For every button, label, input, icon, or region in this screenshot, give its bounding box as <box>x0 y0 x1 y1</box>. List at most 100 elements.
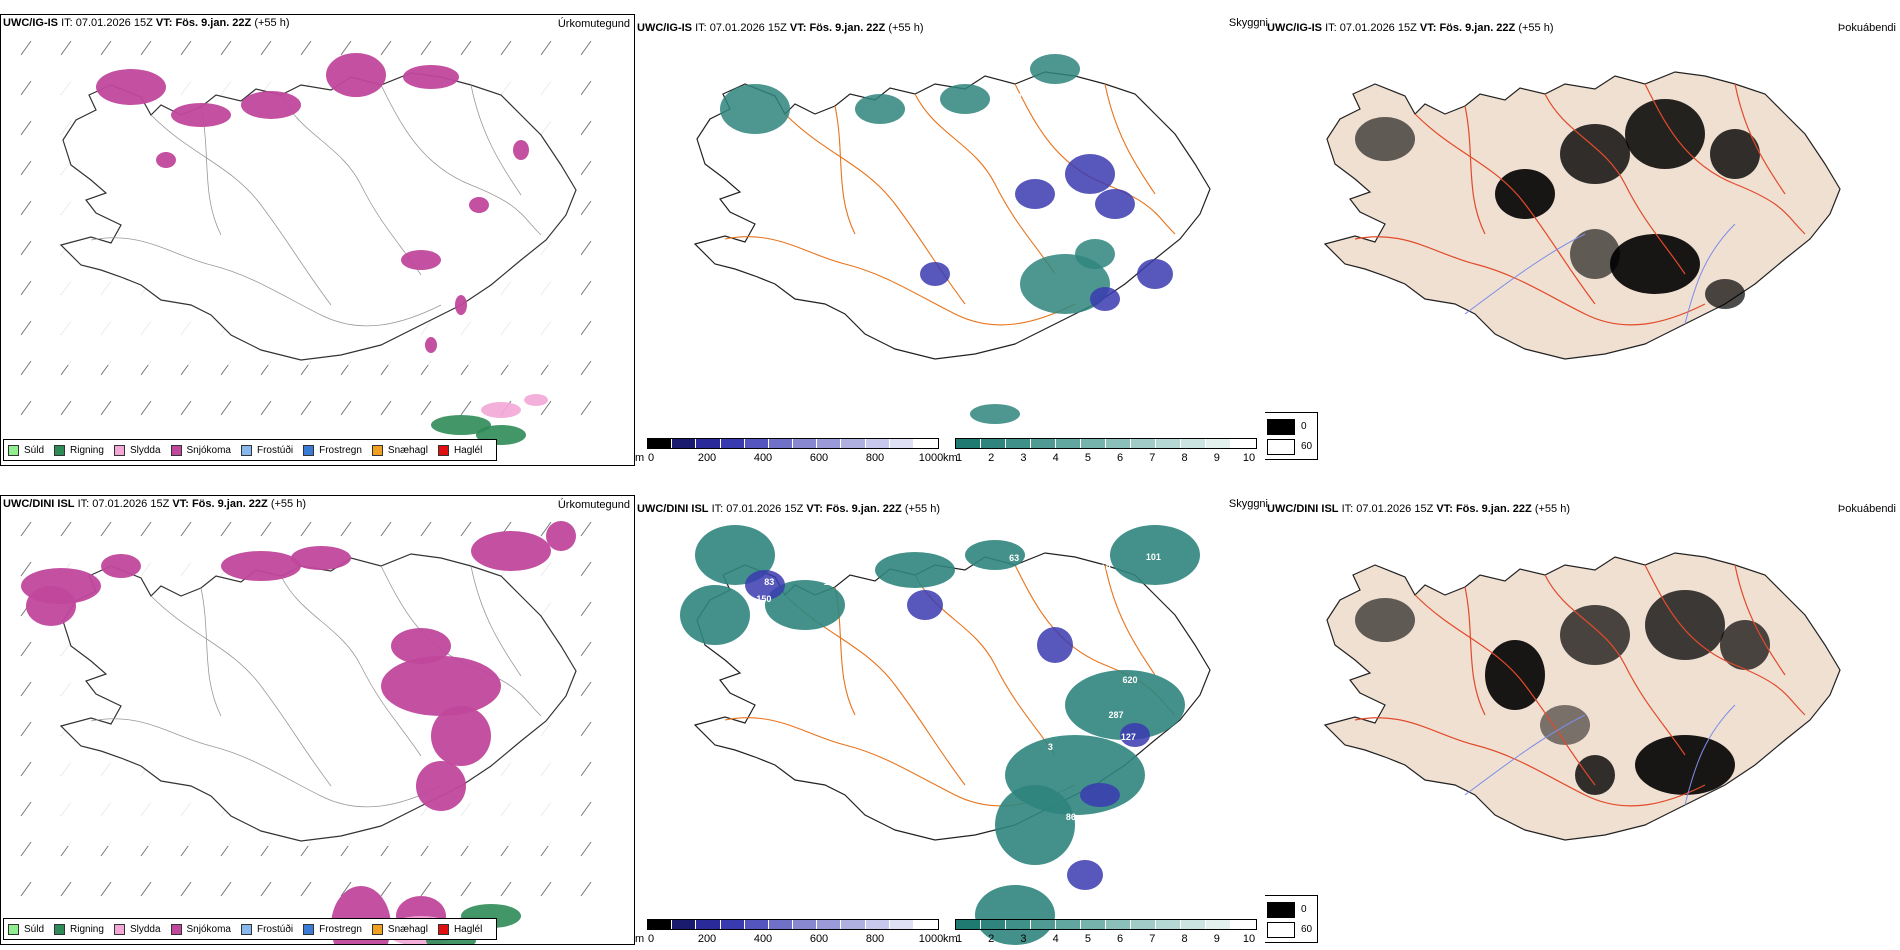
cloud-ceiling-number: 178 <box>770 202 786 213</box>
colorbar-tick: 0 <box>647 933 655 945</box>
wind-barb <box>580 240 592 256</box>
snow-area <box>471 531 551 571</box>
colorbar-strip <box>955 438 1257 449</box>
cloud-ceiling-number: 432 <box>1006 91 1022 102</box>
vt-value: Fös. 9.jan. 22Z <box>191 498 268 510</box>
panel-title-cloud-top: UWC/IG-IS IT: 07.01.2026 15Z VT: Fös. 9.… <box>637 22 924 34</box>
cloud-ceiling-number: 83 <box>764 576 775 587</box>
precip-type-label: Úrkomutegund <box>557 18 630 30</box>
legend-swatch <box>240 923 252 935</box>
colorbar-swatch <box>1231 920 1256 929</box>
cloud-ceiling-number: 163 <box>958 168 974 179</box>
legend-label: Slydda <box>129 923 161 935</box>
colorbar-swatch <box>1056 920 1081 929</box>
legend-label: Frostúði <box>256 923 294 935</box>
fog-index-dark <box>1720 620 1770 670</box>
cloud-ceiling-number: 907 <box>1013 116 1029 127</box>
road-line <box>1354 717 1706 807</box>
lead-time: (+55 h) <box>1518 22 1554 34</box>
colorbar-tick: 2 <box>988 933 995 945</box>
cloud-ceiling-number: 16 <box>764 772 775 783</box>
legend-label: Rigning <box>70 923 104 935</box>
river-line <box>1684 223 1736 325</box>
colorbar-unit: m <box>635 452 645 464</box>
cloud-ceiling-number: 15 <box>979 192 990 203</box>
legend-swatch <box>170 444 182 456</box>
legend-swatch <box>113 444 125 456</box>
lead-time: (+55 h) <box>270 498 306 510</box>
cloud-map-top <box>693 54 1211 424</box>
cloud-ceiling-number: 150 <box>756 593 772 604</box>
model-name: UWC/IG-IS <box>1267 22 1322 34</box>
colorbar-swatch <box>1206 439 1231 448</box>
colorbar-swatch <box>1031 920 1056 929</box>
precip-panel-bottom: UWC/DINI ISL IT: 07.01.2026 15Z VT: Fös.… <box>0 495 635 945</box>
colorbar-tick: 2 <box>988 452 995 464</box>
road-line <box>150 114 332 306</box>
fog-index-dark <box>1575 755 1615 795</box>
fog-legend-low: 60 <box>1301 924 1313 935</box>
colorbar-tick: 200 <box>697 452 717 464</box>
cloud-ceiling-number: 626 <box>1119 816 1135 826</box>
iceland-land <box>1323 71 1841 360</box>
snow-area <box>101 554 141 578</box>
legend-item: Frostregn <box>303 923 362 935</box>
it-value: 07.01.2026 15Z <box>709 22 787 34</box>
colorbar-tick: 0 <box>647 452 655 464</box>
cloud-ceiling-number: 16 <box>1140 125 1151 136</box>
colorbar-swatch <box>981 439 1006 448</box>
lead-time: (+55 h) <box>888 22 924 34</box>
wind-barb <box>300 400 312 416</box>
colorbar-swatch <box>672 920 697 929</box>
cloud-panel-bottom: UWC/DINI ISL IT: 07.01.2026 15Z VT: Fös.… <box>635 495 1270 947</box>
wind-barb <box>20 200 32 216</box>
road-line <box>1464 105 1486 235</box>
legend-item: Snæhagl <box>371 923 428 935</box>
cloud-ceiling-number: 620 <box>1122 674 1138 685</box>
legend-item: Snjókoma <box>170 923 231 935</box>
colorbar-swatch <box>1156 920 1181 929</box>
wind-barb <box>580 40 592 56</box>
low-visibility-area <box>940 84 990 114</box>
low-ceiling-area <box>1037 627 1073 663</box>
colorbar-tick: 200 <box>697 933 717 945</box>
wind-barb <box>100 881 112 897</box>
cloud-ceiling-number: 376 <box>828 565 844 576</box>
low-ceiling-area <box>1080 783 1120 807</box>
fog-panel-bottom: UWC/DINI ISL IT: 07.01.2026 15Z VT: Fös.… <box>1265 495 1900 947</box>
legend-swatch <box>170 923 182 935</box>
wind-barb <box>20 120 32 136</box>
fog-index-dark <box>1540 705 1590 745</box>
colorbar-swatch <box>1131 439 1156 448</box>
cloud-ceiling-number: 86 <box>1065 812 1076 823</box>
legend-label: Slydda <box>129 444 161 456</box>
fog-map-bottom <box>1323 552 1841 841</box>
wind-barb <box>140 400 152 416</box>
road-line <box>1544 574 1686 756</box>
wind-barb <box>180 881 192 897</box>
colorbar-strip <box>647 438 939 449</box>
colorbar-swatch <box>768 920 794 929</box>
colorbar-tick: 600 <box>809 933 829 945</box>
wind-barb <box>260 400 272 416</box>
model-name: UWC/IG-IS <box>3 17 58 29</box>
low-visibility-area <box>765 580 845 630</box>
visibility-colorbar-top: km 1 2 3 4 5 6 7 8 9 10 <box>943 438 1270 466</box>
legend-item: Haglél <box>437 923 482 935</box>
wind-barb <box>420 40 432 56</box>
fog-map-top <box>1323 71 1841 360</box>
colorbar-swatch <box>1106 920 1131 929</box>
wind-barb <box>20 360 32 376</box>
legend-label: Snæhagl <box>387 444 428 456</box>
legend-label: Frostregn <box>319 444 362 456</box>
road-line <box>914 93 1056 275</box>
visibility-colorbar-bottom: km 1 2 3 4 5 6 7 8 9 10 <box>943 919 1270 947</box>
cloud-ceiling-number: 199 <box>768 142 784 153</box>
wind-barb <box>140 521 152 537</box>
vt-value: Fös. 9.jan. 22Z <box>175 17 252 29</box>
low-visibility-area <box>1110 525 1200 585</box>
wind-barb <box>500 881 512 897</box>
colorbar-tick: 1000 <box>918 452 944 464</box>
fog-legend-light <box>1267 922 1295 938</box>
snow-area <box>381 656 501 716</box>
